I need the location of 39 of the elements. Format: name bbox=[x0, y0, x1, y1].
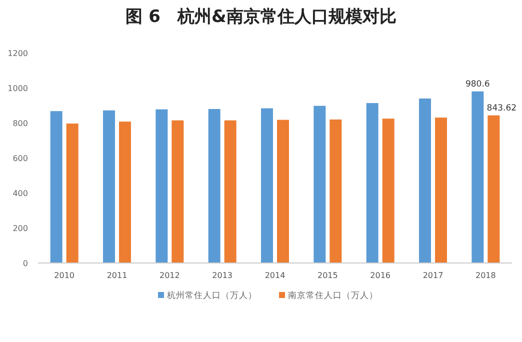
chart-title: 图 6 杭州&南京常住人口规模对比 bbox=[126, 7, 396, 27]
bar bbox=[172, 120, 184, 263]
x-tick-label: 2010 bbox=[54, 271, 75, 280]
bar bbox=[224, 120, 236, 263]
bar bbox=[103, 110, 115, 263]
y-tick-label: 1200 bbox=[8, 49, 28, 58]
bar bbox=[156, 109, 168, 263]
bar bbox=[50, 111, 62, 263]
legend-label: 南京常住人口（万人） bbox=[288, 290, 378, 301]
bar bbox=[208, 109, 220, 263]
legend-label: 杭州常住人口（万人） bbox=[166, 290, 257, 301]
y-tick-label: 1000 bbox=[8, 84, 28, 93]
bar bbox=[472, 91, 484, 263]
x-tick-label: 2012 bbox=[159, 271, 180, 280]
y-tick-label: 400 bbox=[12, 189, 28, 198]
y-tick-label: 0 bbox=[22, 259, 28, 268]
x-tick-label: 2016 bbox=[370, 271, 391, 280]
y-tick-label: 600 bbox=[12, 154, 28, 163]
bar bbox=[314, 106, 326, 263]
y-tick-label: 200 bbox=[12, 224, 28, 233]
x-tick-label: 2011 bbox=[106, 271, 128, 280]
bar bbox=[488, 115, 500, 263]
bar bbox=[382, 118, 394, 263]
bar bbox=[261, 108, 273, 263]
x-tick-label: 2017 bbox=[422, 271, 444, 280]
bar bbox=[435, 118, 447, 263]
x-tick-label: 2014 bbox=[264, 271, 286, 280]
bar bbox=[119, 122, 131, 263]
data-label: 843.62 bbox=[486, 103, 517, 114]
x-tick-label: 2015 bbox=[317, 271, 338, 280]
data-label: 980.6 bbox=[465, 79, 490, 90]
y-tick-label: 800 bbox=[12, 119, 28, 128]
x-tick-label: 2018 bbox=[475, 271, 496, 280]
bar bbox=[277, 120, 289, 263]
x-tick-label: 2013 bbox=[212, 271, 233, 280]
bar bbox=[366, 103, 378, 263]
bar bbox=[66, 124, 78, 263]
bar bbox=[419, 98, 431, 263]
bar bbox=[330, 120, 342, 263]
